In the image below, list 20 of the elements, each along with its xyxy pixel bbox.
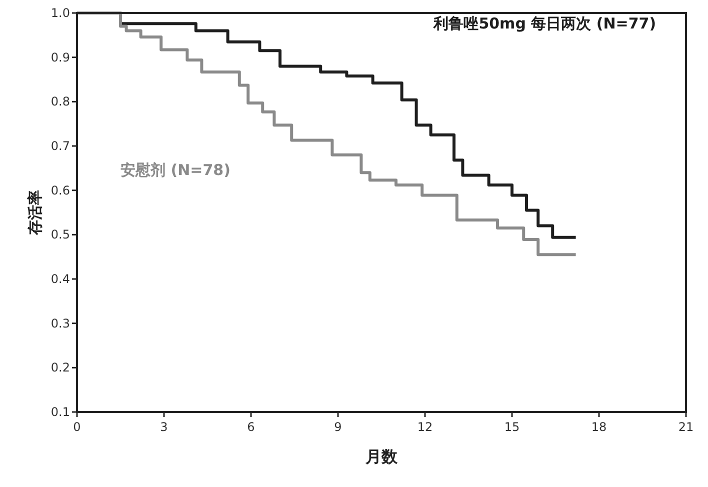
x-tick-label: 0 [73, 420, 81, 434]
x-tick-label: 18 [591, 420, 607, 434]
x-axis-title: 月数 [364, 447, 398, 466]
y-tick-label: 0.4 [50, 272, 70, 286]
x-tick-label: 6 [247, 420, 255, 434]
x-tick-label: 15 [504, 420, 520, 434]
x-tick-label: 9 [334, 420, 342, 434]
x-tick-label: 3 [160, 420, 168, 434]
y-tick-label: 0.7 [50, 139, 70, 153]
x-tick-label: 12 [417, 420, 433, 434]
y-axis-title: 存活率 [26, 190, 44, 236]
y-tick-label: 0.3 [50, 316, 70, 330]
y-tick-label: 0.9 [50, 50, 70, 64]
y-tick-label: 0.6 [50, 183, 70, 198]
y-tick-label: 0.5 [50, 228, 70, 242]
x-tick-label: 21 [678, 420, 694, 434]
y-tick-label: 1.0 [50, 6, 70, 20]
y-tick-label: 0.1 [50, 405, 70, 419]
y-tick-label: 0.8 [50, 94, 70, 109]
y-tick-label: 0.2 [50, 360, 70, 375]
